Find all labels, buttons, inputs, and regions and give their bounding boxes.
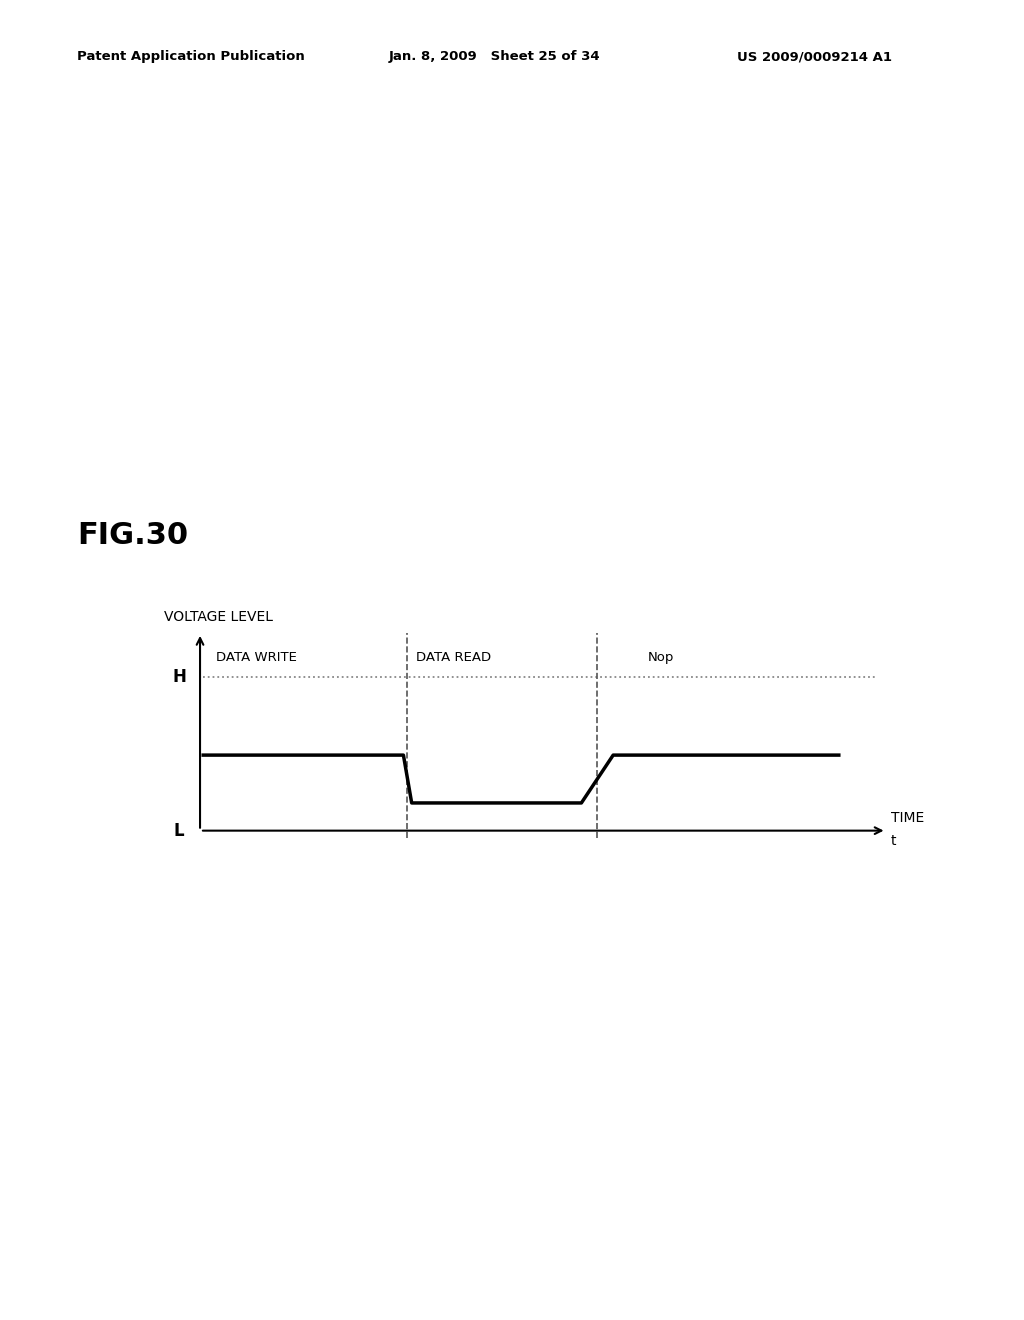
- Text: Nop: Nop: [648, 652, 675, 664]
- Text: FIG.30: FIG.30: [77, 521, 188, 550]
- Text: DATA READ: DATA READ: [416, 652, 492, 664]
- Text: DATA WRITE: DATA WRITE: [216, 652, 297, 664]
- Text: Jan. 8, 2009   Sheet 25 of 34: Jan. 8, 2009 Sheet 25 of 34: [389, 50, 601, 63]
- Text: H: H: [172, 668, 186, 686]
- Text: t: t: [891, 834, 896, 847]
- Text: TIME: TIME: [891, 810, 925, 825]
- Text: US 2009/0009214 A1: US 2009/0009214 A1: [737, 50, 892, 63]
- Text: L: L: [174, 821, 184, 840]
- Text: VOLTAGE LEVEL: VOLTAGE LEVEL: [164, 610, 272, 624]
- Text: Patent Application Publication: Patent Application Publication: [77, 50, 304, 63]
